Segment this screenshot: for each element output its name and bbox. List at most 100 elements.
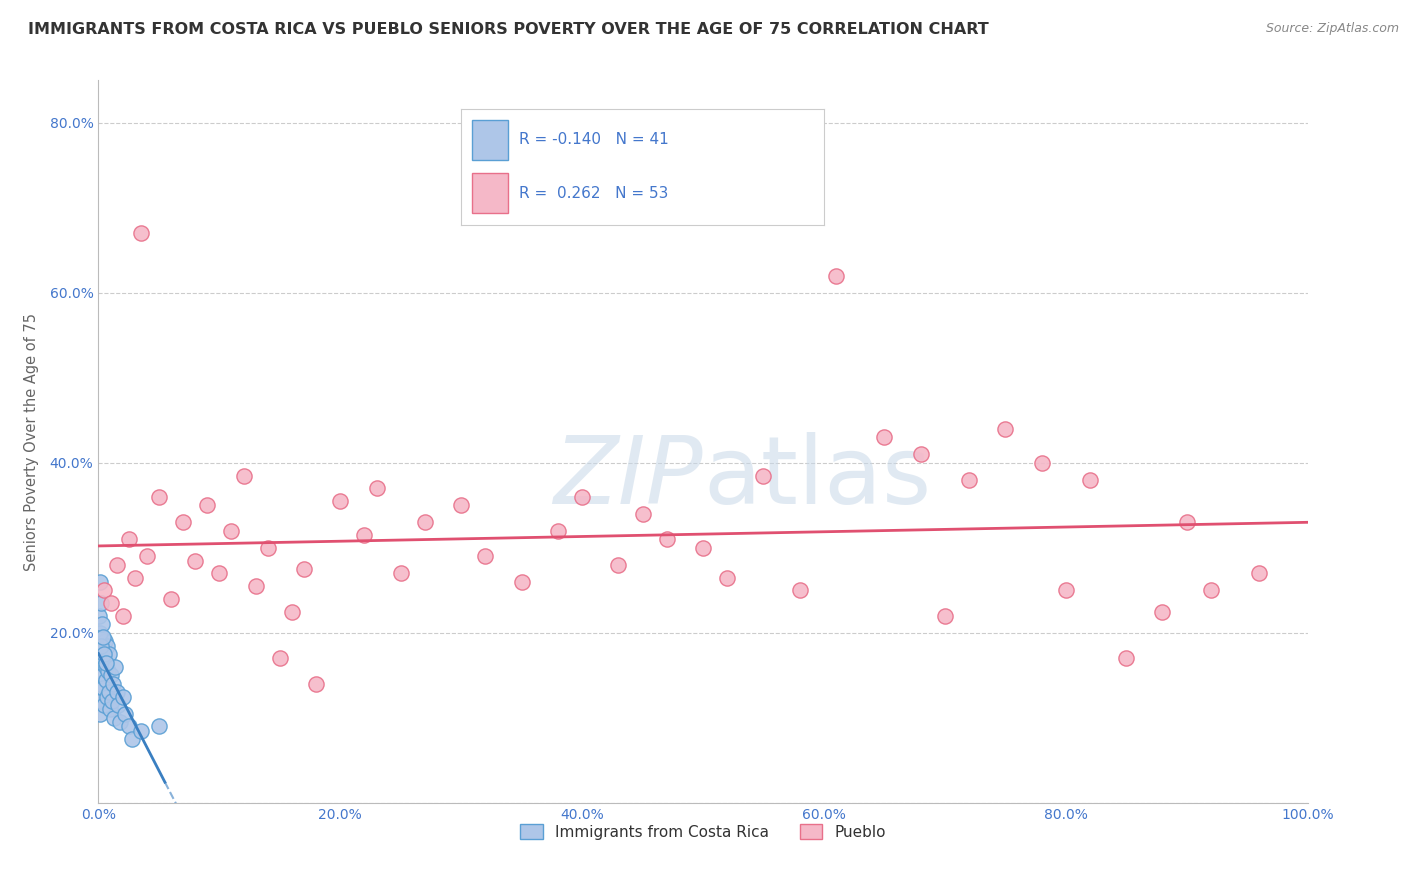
Point xyxy=(97,685,120,699)
Point xyxy=(89,574,111,589)
Point xyxy=(148,490,170,504)
Point xyxy=(87,608,110,623)
Text: atlas: atlas xyxy=(703,432,931,524)
Point xyxy=(413,516,436,530)
Point xyxy=(269,651,291,665)
Text: IMMIGRANTS FROM COSTA RICA VS PUEBLO SENIORS POVERTY OVER THE AGE OF 75 CORRELAT: IMMIGRANTS FROM COSTA RICA VS PUEBLO SEN… xyxy=(28,22,988,37)
Point xyxy=(366,481,388,495)
Point xyxy=(305,677,328,691)
Point xyxy=(789,583,811,598)
Point xyxy=(96,690,118,704)
Point xyxy=(631,507,654,521)
Point xyxy=(135,549,157,564)
Point xyxy=(121,732,143,747)
Point xyxy=(108,714,131,729)
Point xyxy=(389,566,412,581)
Point xyxy=(221,524,243,538)
Point xyxy=(91,642,114,657)
Point xyxy=(100,596,122,610)
Point xyxy=(1078,473,1101,487)
Point xyxy=(474,549,496,564)
Point xyxy=(148,719,170,733)
Point xyxy=(94,634,117,648)
Point xyxy=(195,498,218,512)
Point xyxy=(510,574,533,589)
Point xyxy=(245,579,267,593)
Point xyxy=(90,639,112,653)
Point xyxy=(1249,566,1271,581)
Point xyxy=(910,447,932,461)
Point xyxy=(873,430,896,444)
Point xyxy=(100,694,122,708)
Point xyxy=(825,268,848,283)
Point xyxy=(716,570,738,584)
Point xyxy=(90,694,112,708)
Point xyxy=(1031,456,1053,470)
Point xyxy=(93,698,115,712)
Point xyxy=(129,723,152,738)
Point xyxy=(292,562,315,576)
Point xyxy=(957,473,980,487)
Point xyxy=(118,719,141,733)
Point xyxy=(98,647,121,661)
Point xyxy=(111,608,134,623)
Point xyxy=(96,660,118,674)
Point xyxy=(353,528,375,542)
Point xyxy=(89,625,111,640)
Point xyxy=(256,541,278,555)
Point xyxy=(692,541,714,555)
Point xyxy=(91,681,114,695)
Point xyxy=(98,702,121,716)
Point xyxy=(101,677,124,691)
Point xyxy=(571,490,593,504)
Point xyxy=(96,639,118,653)
Point xyxy=(93,583,115,598)
Point xyxy=(208,566,231,581)
Text: Source: ZipAtlas.com: Source: ZipAtlas.com xyxy=(1265,22,1399,36)
Point xyxy=(607,558,630,572)
Point xyxy=(90,656,112,670)
Point xyxy=(107,698,129,712)
Point xyxy=(94,673,117,687)
Point xyxy=(450,498,472,512)
Point xyxy=(232,468,254,483)
Point xyxy=(89,706,111,721)
Point xyxy=(118,533,141,547)
Point xyxy=(129,227,152,241)
Point xyxy=(103,711,125,725)
Y-axis label: Seniors Poverty Over the Age of 75: Seniors Poverty Over the Age of 75 xyxy=(24,312,38,571)
Point xyxy=(93,651,115,665)
Point xyxy=(172,516,194,530)
Point xyxy=(1115,651,1137,665)
Point xyxy=(111,690,134,704)
Point xyxy=(1054,583,1077,598)
Point xyxy=(89,677,111,691)
Point xyxy=(1152,605,1174,619)
Point xyxy=(1175,516,1198,530)
Point xyxy=(160,591,183,606)
Point xyxy=(329,494,352,508)
Point xyxy=(547,524,569,538)
Legend: Immigrants from Costa Rica, Pueblo: Immigrants from Costa Rica, Pueblo xyxy=(513,818,893,846)
Text: ZIP: ZIP xyxy=(554,432,703,524)
Point xyxy=(934,608,956,623)
Point xyxy=(91,630,114,644)
Point xyxy=(1199,583,1222,598)
Point xyxy=(93,647,115,661)
Point xyxy=(105,558,128,572)
Point xyxy=(90,596,112,610)
Point xyxy=(281,605,304,619)
Point xyxy=(94,656,117,670)
Point xyxy=(124,570,146,584)
Point xyxy=(104,660,127,674)
Point xyxy=(655,533,678,547)
Point xyxy=(994,422,1017,436)
Point xyxy=(752,468,775,483)
Point xyxy=(91,668,114,682)
Point xyxy=(91,617,114,632)
Point xyxy=(97,664,120,678)
Point xyxy=(114,706,136,721)
Point xyxy=(105,685,128,699)
Point xyxy=(184,553,207,567)
Point xyxy=(100,668,122,682)
